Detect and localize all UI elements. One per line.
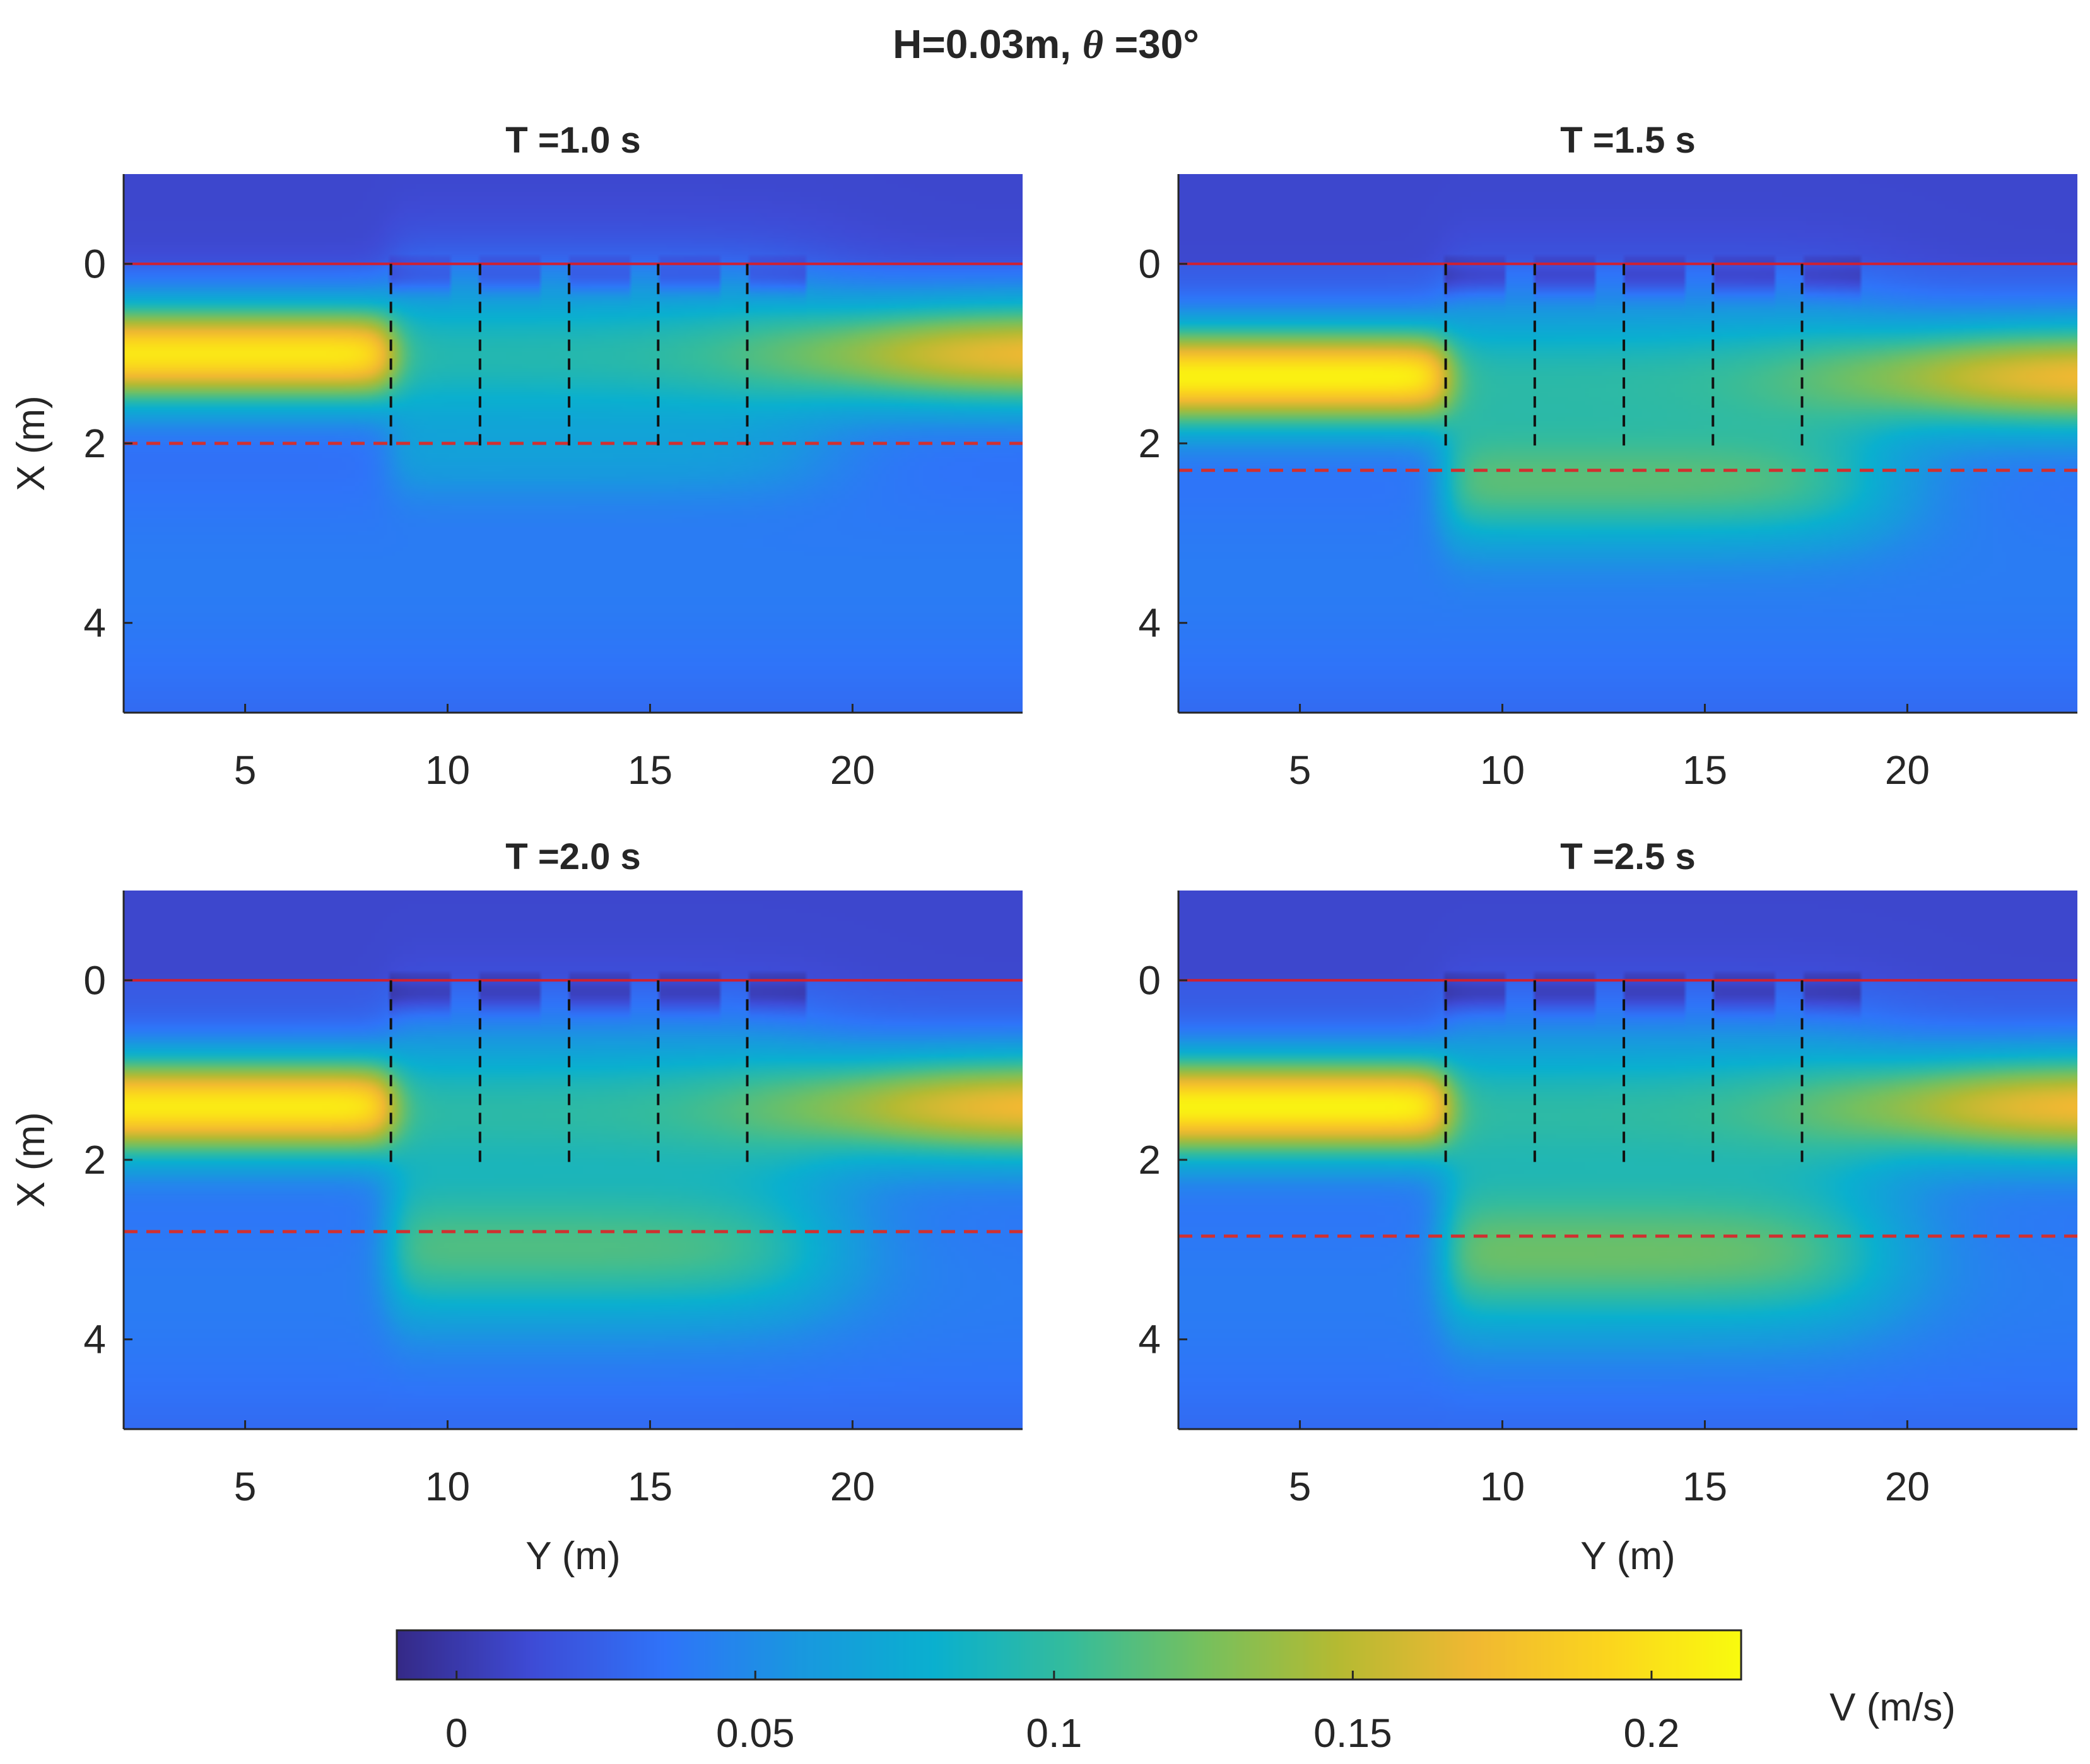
colorbar-tick-label: 0.15 <box>1313 1710 1392 1756</box>
x-tick-label: 5 <box>234 747 257 793</box>
y-tick-label: 4 <box>1138 600 1161 646</box>
y-tick-label: 0 <box>1138 957 1161 1003</box>
x-axis-label: Y (m) <box>1580 1534 1675 1578</box>
subplot-title: T =2.5 s <box>1560 836 1695 877</box>
x-tick-label: 20 <box>830 1464 875 1509</box>
y-tick-label: 2 <box>1138 421 1161 466</box>
y-tick-label: 2 <box>83 421 106 466</box>
y-tick-label: 0 <box>83 957 106 1003</box>
colorbar-frame <box>396 1629 1742 1681</box>
colorbar-label: V (m/s) <box>1829 1686 1956 1729</box>
x-tick-label: 20 <box>830 747 875 793</box>
x-axis-label: Y (m) <box>525 1534 620 1578</box>
colorbar-tick-label: 0 <box>445 1710 468 1756</box>
colorbar-gradient <box>397 1630 1741 1679</box>
y-tick-label: 4 <box>83 1317 106 1362</box>
y-axis-label: X (m) <box>9 1112 53 1208</box>
x-tick-label: 15 <box>1682 1464 1727 1509</box>
heatmap-image <box>1178 174 2077 713</box>
y-tick-label: 0 <box>83 241 106 286</box>
x-tick-label: 5 <box>234 1464 257 1509</box>
y-tick-label: 2 <box>83 1137 106 1183</box>
x-tick-label: 5 <box>1289 747 1312 793</box>
x-tick-label: 5 <box>1289 1464 1312 1509</box>
figure-title-symbol: θ <box>1083 22 1103 67</box>
y-tick-label: 2 <box>1138 1137 1161 1183</box>
x-tick-label: 10 <box>1480 1464 1525 1509</box>
x-tick-label: 15 <box>1682 747 1727 793</box>
x-tick-label: 10 <box>425 747 470 793</box>
y-tick-label: 0 <box>1138 241 1161 286</box>
heatmap-image <box>124 891 1023 1429</box>
subplot-1: 5 10 15 20 0 2 4 T =1.0 s X (m) <box>9 120 1023 793</box>
x-tick-label: 10 <box>425 1464 470 1509</box>
colorbar-tick-label: 0.2 <box>1623 1710 1679 1756</box>
subplot-title: T =1.0 s <box>505 120 640 161</box>
subplot-3: 5 10 15 20 0 2 4 T =2.0 s X (m) Y (m) <box>9 836 1023 1578</box>
colorbar-tick-label: 0.05 <box>716 1710 795 1756</box>
x-tick-label: 15 <box>628 1464 672 1509</box>
heatmap-image <box>124 174 1023 713</box>
x-tick-label: 20 <box>1885 1464 1930 1509</box>
figure-title-suffix: =30° <box>1103 21 1199 67</box>
y-tick-label: 4 <box>1138 1317 1161 1362</box>
y-axis-label: X (m) <box>9 395 53 491</box>
y-tick-label: 4 <box>83 600 106 646</box>
subplot-title: T =2.0 s <box>505 836 640 877</box>
figure-title: H=0.03m, θ =30° <box>893 21 1199 67</box>
colorbar-tick-label: 0.1 <box>1026 1710 1082 1756</box>
colorbar: 0 0.05 0.1 0.15 0.2 V (m/s) <box>396 1629 1956 1756</box>
x-tick-label: 10 <box>1480 747 1525 793</box>
heatmap-image <box>1178 891 2077 1429</box>
subplot-4: 5 10 15 20 0 2 4 T =2.5 s Y (m) <box>1138 836 2077 1578</box>
subplot-2: 5 10 15 20 0 2 4 T =1.5 s <box>1138 120 2077 793</box>
x-tick-label: 20 <box>1885 747 1930 793</box>
subplot-title: T =1.5 s <box>1560 120 1695 161</box>
x-tick-label: 15 <box>628 747 672 793</box>
figure-title-prefix: H=0.03m, <box>893 21 1083 67</box>
